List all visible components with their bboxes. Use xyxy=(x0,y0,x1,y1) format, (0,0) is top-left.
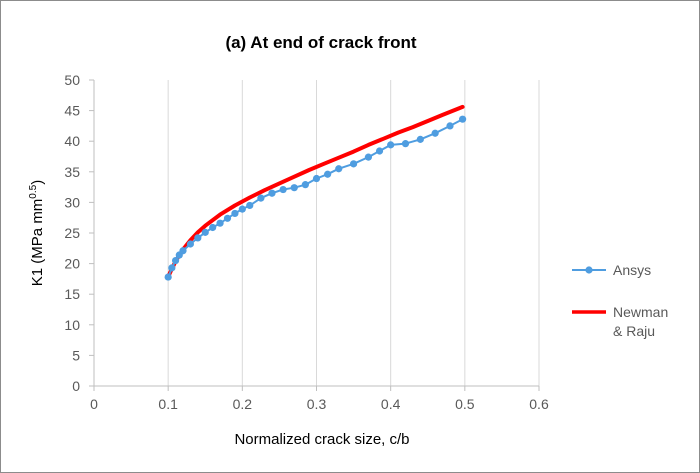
legend-item-newman-raju: Newman & Raju xyxy=(572,304,668,339)
series-ansys-point xyxy=(194,234,202,242)
y-tick-label: 10 xyxy=(64,317,80,333)
series-newman-raju-line xyxy=(166,104,465,279)
series-ansys-point xyxy=(401,140,410,148)
y-tick-label: 0 xyxy=(72,378,80,394)
gridlines xyxy=(167,80,540,386)
x-tick-label: 0.3 xyxy=(307,396,327,412)
series-ansys-point xyxy=(257,194,265,202)
series-ansys-point xyxy=(164,273,172,281)
series-ansys-point xyxy=(387,141,395,149)
series-ansys-point xyxy=(364,153,373,161)
legend-ansys-marker xyxy=(585,266,593,274)
series-ansys-point xyxy=(301,181,309,189)
x-tick-label: 0 xyxy=(90,396,98,412)
x-axis-title: Normalized crack size, c/b xyxy=(234,431,409,448)
y-tick-label: 40 xyxy=(64,133,80,149)
y-axis-title-close: ) xyxy=(29,180,46,185)
y-tick-label: 25 xyxy=(64,225,80,241)
series-ansys-point xyxy=(209,223,217,232)
series-ansys-point xyxy=(290,184,298,192)
y-tick-label: 35 xyxy=(64,164,80,180)
x-tick-labels: 0 0.1 0.2 0.3 0.4 0.5 0.6 xyxy=(90,396,549,412)
y-tick-label: 50 xyxy=(64,72,80,88)
series-ansys-point xyxy=(349,160,358,168)
series xyxy=(164,104,467,281)
series-ansys-point xyxy=(324,170,332,178)
legend-raju-label: & Raju xyxy=(613,323,655,339)
x-tick-label: 0.4 xyxy=(381,396,401,412)
y-tick-label: 15 xyxy=(64,286,80,302)
series-ansys-point xyxy=(268,189,276,197)
y-axis-title-superscript: 0.5 xyxy=(28,184,39,198)
legend-ansys-label: Ansys xyxy=(613,262,651,278)
y-tick-label: 20 xyxy=(64,256,80,272)
series-ansys-point xyxy=(446,122,454,130)
legend-item-ansys: Ansys xyxy=(572,262,651,278)
y-tick-labels: 0 5 10 15 20 25 30 35 40 45 50 xyxy=(64,72,80,394)
series-ansys-point xyxy=(168,264,176,272)
y-axis-title-main: K1 (MPa mm xyxy=(29,199,46,287)
series-ansys-point xyxy=(375,147,384,155)
chart-title: (a) At end of crack front xyxy=(225,33,416,52)
legend: Ansys Newman & Raju xyxy=(572,262,668,339)
series-ansys-point xyxy=(171,256,180,265)
series-ansys-point xyxy=(312,174,321,183)
series-ansys-point xyxy=(246,201,254,210)
series-ansys-point xyxy=(431,129,439,137)
axes xyxy=(89,79,540,391)
y-tick-label: 45 xyxy=(64,103,80,119)
series-ansys-point xyxy=(179,247,187,255)
x-tick-label: 0.6 xyxy=(529,396,549,412)
series-ansys-point xyxy=(416,135,424,143)
legend-newman-label: Newman xyxy=(613,304,668,320)
y-tick-label: 30 xyxy=(64,194,80,210)
series-ansys-point xyxy=(223,214,232,222)
series-ansys-point xyxy=(216,219,224,227)
series-ansys-point xyxy=(238,205,246,213)
x-tick-label: 0.2 xyxy=(233,396,253,412)
series-ansys-line xyxy=(167,118,464,279)
x-tick-label: 0.5 xyxy=(455,396,475,412)
y-axis-title: K1 (MPa mm0.5) xyxy=(28,180,46,286)
series-ansys-point xyxy=(279,185,287,194)
y-tick-label: 5 xyxy=(72,347,80,363)
series-ansys-point xyxy=(186,240,195,248)
series-ansys-point xyxy=(201,228,209,236)
series-ansys-point xyxy=(459,115,467,123)
x-tick-label: 0.1 xyxy=(158,396,178,412)
series-ansys-point xyxy=(335,165,343,173)
series-ansys-point xyxy=(231,209,239,218)
